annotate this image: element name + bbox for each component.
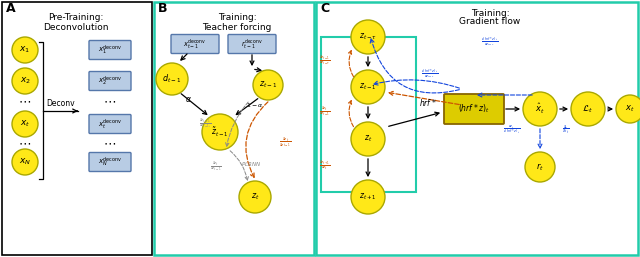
Text: $r_{t-1}^{\mathrm{deconv}}$: $r_{t-1}^{\mathrm{deconv}}$ (241, 37, 263, 51)
Text: $d_{t-1}$: $d_{t-1}$ (163, 73, 182, 85)
Circle shape (351, 20, 385, 54)
Text: $\frac{\partial L}{\partial \hat{x}_t}$: $\frac{\partial L}{\partial \hat{x}_t}$ (563, 124, 570, 136)
Text: $\cdots$: $\cdots$ (19, 95, 31, 107)
Text: $x_N^{\mathrm{deconv}}$: $x_N^{\mathrm{deconv}}$ (98, 155, 122, 169)
FancyBboxPatch shape (89, 152, 131, 171)
Bar (321, 37, 416, 192)
Text: $z_{t-\tau}$: $z_{t-\tau}$ (359, 32, 377, 42)
FancyBboxPatch shape (89, 71, 131, 90)
Text: $x_t^{\mathrm{deconv}}$: $x_t^{\mathrm{deconv}}$ (98, 117, 122, 131)
Text: $\frac{\partial z_t}{\partial z_{t-1}}$: $\frac{\partial z_t}{\partial z_{t-1}}$ (319, 106, 331, 118)
Text: $\frac{\partial (hrf*z)_t}{\partial z_{t-1}}$: $\frac{\partial (hrf*z)_t}{\partial z_{t… (422, 68, 438, 80)
Bar (154, 2, 314, 255)
Text: $\frac{\partial z_t}{\partial z_{t-1}}$: $\frac{\partial z_t}{\partial z_{t-1}}$ (279, 135, 291, 149)
Text: Teacher forcing: Teacher forcing (202, 23, 272, 32)
Circle shape (12, 149, 38, 175)
Circle shape (239, 181, 271, 213)
Circle shape (351, 180, 385, 214)
Circle shape (616, 95, 640, 123)
Circle shape (523, 92, 557, 126)
Text: Pre-Training:: Pre-Training: (48, 14, 104, 23)
FancyBboxPatch shape (89, 115, 131, 133)
Text: Training:: Training: (470, 8, 509, 17)
Circle shape (253, 70, 283, 100)
Text: $\frac{\partial z_t}{\partial \tilde{z}_{t-1}}$: $\frac{\partial z_t}{\partial \tilde{z}_… (210, 161, 222, 173)
Text: $z_t$: $z_t$ (251, 192, 259, 202)
Circle shape (12, 111, 38, 137)
Text: $\cdots$: $\cdots$ (104, 136, 116, 150)
Circle shape (12, 68, 38, 94)
Circle shape (202, 114, 238, 150)
Text: C: C (321, 3, 330, 15)
Text: Deconv: Deconv (47, 99, 76, 108)
Circle shape (571, 92, 605, 126)
Circle shape (12, 37, 38, 63)
Circle shape (156, 63, 188, 95)
Text: Training:: Training: (218, 14, 256, 23)
Text: $\frac{\partial z_t}{\partial (hrf*z)_t}$: $\frac{\partial z_t}{\partial (hrf*z)_t}… (504, 124, 520, 136)
FancyBboxPatch shape (228, 34, 276, 53)
Text: $\cdots$: $\cdots$ (104, 95, 116, 107)
FancyBboxPatch shape (171, 34, 219, 53)
Text: $\frac{\partial z_{t+1}}{\partial z_t}$: $\frac{\partial z_{t+1}}{\partial z_t}$ (319, 160, 331, 172)
Text: $\frac{\partial z_{t-1}}{\partial z_{t-\tau}}$: $\frac{\partial z_{t-1}}{\partial z_{t-\… (319, 55, 331, 67)
Circle shape (351, 70, 385, 104)
Bar (2, 2, 152, 255)
Text: Deconvolution: Deconvolution (44, 23, 109, 32)
Text: $z_{t+1}$: $z_{t+1}$ (359, 192, 377, 202)
Text: A: A (6, 3, 16, 15)
Text: $x_1$: $x_1$ (19, 45, 31, 55)
Text: $x_t$: $x_t$ (20, 119, 30, 129)
Text: Gradient flow: Gradient flow (460, 17, 520, 26)
Text: $z_{t-1}$: $z_{t-1}$ (259, 80, 277, 90)
Text: $\mathcal{L}_t$: $\mathcal{L}_t$ (582, 103, 593, 115)
Text: $\hat{x}_t$: $\hat{x}_t$ (535, 102, 545, 116)
Text: $z_{t-1}$: $z_{t-1}$ (359, 82, 377, 92)
Text: $x_N$: $x_N$ (19, 157, 31, 167)
Text: B: B (158, 3, 168, 15)
Circle shape (525, 152, 555, 182)
Text: $PLRNN$: $PLRNN$ (241, 160, 261, 168)
Text: $1-\alpha$: $1-\alpha$ (246, 101, 264, 109)
Text: $\frac{\partial \tilde{z}_{t-1}}{\partial z_{t-1_t}}$: $\frac{\partial \tilde{z}_{t-1}}{\partia… (199, 117, 211, 131)
Text: $x_t$: $x_t$ (625, 104, 635, 114)
Text: $\cdots$: $\cdots$ (19, 136, 31, 150)
FancyBboxPatch shape (89, 41, 131, 60)
Circle shape (351, 122, 385, 156)
Text: $\alpha$: $\alpha$ (185, 96, 192, 105)
FancyBboxPatch shape (444, 94, 504, 124)
Text: $x_{t-1}^{\mathrm{deconv}}$: $x_{t-1}^{\mathrm{deconv}}$ (184, 37, 207, 51)
Text: $\tilde{z}_{t-1}$: $\tilde{z}_{t-1}$ (211, 125, 229, 139)
Text: $(hrf*z)_t$: $(hrf*z)_t$ (458, 103, 490, 115)
Text: $x_2^{\mathrm{deconv}}$: $x_2^{\mathrm{deconv}}$ (98, 74, 122, 88)
Text: $x_2$: $x_2$ (19, 76, 31, 86)
Text: $z_t$: $z_t$ (364, 134, 372, 144)
Text: $\frac{\partial (hrf*z)_t}{\partial z_{t-\tau}}$: $\frac{\partial (hrf*z)_t}{\partial z_{t… (481, 35, 499, 48)
Bar (316, 2, 638, 255)
Text: $x_1^{\mathrm{deconv}}$: $x_1^{\mathrm{deconv}}$ (98, 43, 122, 57)
Text: $hrf*$: $hrf*$ (419, 96, 437, 107)
Text: $r_t$: $r_t$ (536, 161, 544, 173)
